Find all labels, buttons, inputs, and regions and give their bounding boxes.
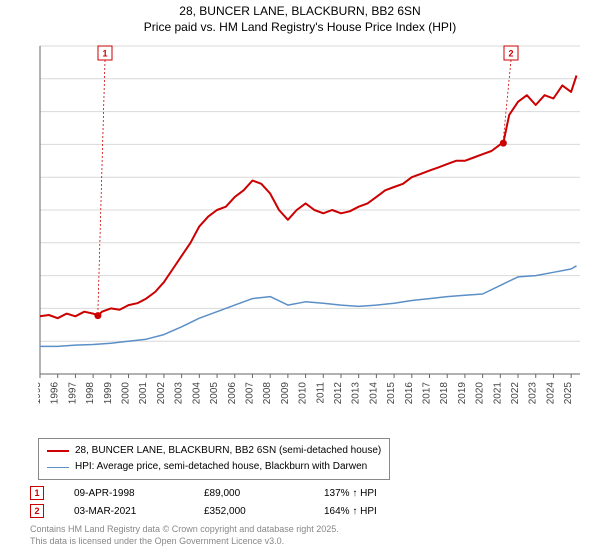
marker-pct: 164% ↑ HPI — [324, 506, 414, 517]
marker-label-text: 2 — [508, 49, 513, 59]
x-tick-label: 2013 — [351, 382, 362, 405]
marker-table: 1 09-APR-1998 £89,000 137% ↑ HPI 2 03-MAR-202… — [30, 484, 414, 520]
x-tick-label: 2011 — [315, 382, 326, 404]
x-tick-label: 1999 — [103, 382, 114, 405]
x-tick-label: 2003 — [174, 382, 185, 405]
x-tick-label: 2010 — [298, 382, 309, 405]
series-line — [40, 266, 577, 347]
legend-swatch — [47, 450, 69, 452]
price-marker-dot — [94, 312, 101, 319]
x-tick-label: 2012 — [333, 382, 344, 405]
chart-container: 28, BUNCER LANE, BLACKBURN, BB2 6SN Pric… — [0, 0, 600, 560]
x-tick-label: 2004 — [191, 382, 202, 405]
x-tick-label: 2020 — [475, 382, 486, 405]
marker-label-text: 1 — [102, 49, 107, 59]
marker-table-row: 1 09-APR-1998 £89,000 137% ↑ HPI — [30, 484, 414, 502]
x-tick-label: 2017 — [422, 382, 433, 405]
marker-table-row: 2 03-MAR-2021 £352,000 164% ↑ HPI — [30, 502, 414, 520]
title-line-1: 28, BUNCER LANE, BLACKBURN, BB2 6SN — [179, 4, 420, 18]
legend-swatch — [47, 467, 69, 468]
marker-id-box: 2 — [30, 504, 44, 518]
marker-connector — [98, 60, 105, 312]
x-tick-label: 2025 — [563, 382, 574, 405]
marker-date: 09-APR-1998 — [74, 488, 174, 499]
legend-item: 28, BUNCER LANE, BLACKBURN, BB2 6SN (sem… — [47, 443, 381, 459]
x-tick-label: 2007 — [244, 382, 255, 405]
x-tick-label: 1998 — [85, 382, 96, 405]
x-tick-label: 2008 — [262, 382, 273, 405]
x-tick-label: 2000 — [121, 382, 132, 405]
marker-price: £89,000 — [204, 488, 294, 499]
x-tick-label: 2009 — [280, 382, 291, 405]
x-tick-label: 2006 — [227, 382, 238, 405]
attribution: Contains HM Land Registry data © Crown c… — [30, 524, 339, 547]
x-tick-label: 2016 — [404, 382, 415, 405]
x-tick-label: 2005 — [209, 382, 220, 405]
x-tick-label: 1997 — [67, 382, 78, 405]
marker-date: 03-MAR-2021 — [74, 506, 174, 517]
x-tick-label: 2022 — [510, 382, 521, 405]
marker-id-box: 1 — [30, 486, 44, 500]
legend-label: HPI: Average price, semi-detached house,… — [75, 459, 367, 475]
legend-item: HPI: Average price, semi-detached house,… — [47, 459, 381, 475]
x-tick-label: 2015 — [386, 382, 397, 405]
x-tick-label: 2019 — [457, 382, 468, 405]
title-line-2: Price paid vs. HM Land Registry's House … — [144, 20, 456, 34]
x-tick-label: 2023 — [528, 382, 539, 405]
attribution-line-2: This data is licensed under the Open Gov… — [30, 536, 284, 546]
marker-pct: 137% ↑ HPI — [324, 488, 414, 499]
legend-label: 28, BUNCER LANE, BLACKBURN, BB2 6SN (sem… — [75, 443, 381, 459]
attribution-line-1: Contains HM Land Registry data © Crown c… — [30, 524, 339, 534]
legend: 28, BUNCER LANE, BLACKBURN, BB2 6SN (sem… — [38, 438, 390, 480]
x-tick-label: 2021 — [492, 382, 503, 405]
x-tick-label: 2024 — [545, 382, 556, 405]
x-tick-label: 2001 — [138, 382, 149, 405]
x-tick-label: 1995 — [38, 382, 43, 405]
x-tick-label: 2002 — [156, 382, 167, 405]
marker-price: £352,000 — [204, 506, 294, 517]
price-marker-dot — [500, 140, 507, 147]
chart-svg: £0£50K£100K£150K£200K£250K£300K£350K£400… — [38, 40, 586, 410]
chart-title: 28, BUNCER LANE, BLACKBURN, BB2 6SN Pric… — [0, 0, 600, 35]
x-tick-label: 2014 — [368, 382, 379, 405]
x-tick-label: 1996 — [50, 382, 61, 405]
x-tick-label: 2018 — [439, 382, 450, 405]
chart-plot-area: £0£50K£100K£150K£200K£250K£300K£350K£400… — [38, 40, 586, 410]
